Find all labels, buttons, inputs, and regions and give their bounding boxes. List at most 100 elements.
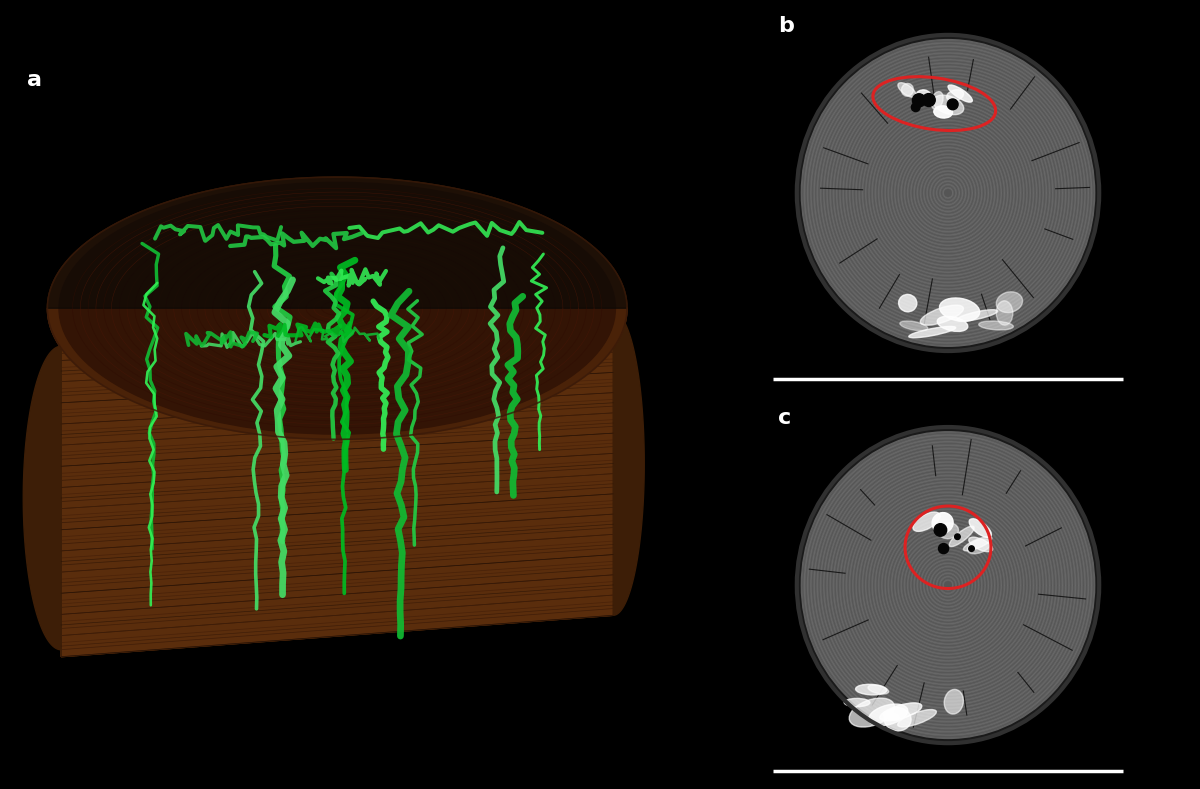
Ellipse shape [925, 169, 971, 217]
Ellipse shape [877, 510, 1019, 660]
Ellipse shape [850, 90, 1046, 296]
Ellipse shape [853, 95, 1043, 291]
Ellipse shape [936, 572, 960, 598]
Ellipse shape [868, 685, 889, 694]
Ellipse shape [932, 513, 953, 533]
Ellipse shape [889, 524, 1007, 646]
Ellipse shape [816, 447, 1080, 723]
Ellipse shape [872, 507, 1024, 664]
Ellipse shape [804, 42, 1092, 344]
Ellipse shape [914, 550, 982, 620]
Ellipse shape [934, 178, 962, 208]
Ellipse shape [204, 248, 470, 368]
Ellipse shape [902, 144, 994, 241]
Polygon shape [61, 312, 613, 656]
Ellipse shape [964, 537, 992, 551]
Circle shape [955, 534, 960, 540]
Ellipse shape [226, 258, 449, 358]
Text: c: c [779, 408, 792, 428]
Ellipse shape [929, 566, 967, 605]
Ellipse shape [872, 114, 1024, 272]
Ellipse shape [936, 180, 960, 206]
Ellipse shape [812, 50, 1084, 335]
Ellipse shape [923, 559, 973, 611]
Ellipse shape [856, 488, 1040, 682]
Ellipse shape [880, 703, 922, 721]
Ellipse shape [845, 478, 1051, 693]
Ellipse shape [901, 84, 913, 96]
Ellipse shape [293, 288, 382, 328]
Ellipse shape [856, 96, 1040, 290]
Polygon shape [48, 178, 626, 308]
Ellipse shape [940, 184, 956, 202]
Ellipse shape [883, 125, 1013, 261]
Ellipse shape [942, 186, 954, 200]
Ellipse shape [828, 460, 1068, 710]
Ellipse shape [928, 171, 968, 215]
Ellipse shape [904, 147, 992, 239]
Ellipse shape [887, 129, 1009, 256]
Ellipse shape [875, 116, 1021, 270]
Ellipse shape [844, 84, 1052, 302]
Ellipse shape [883, 517, 1013, 653]
Ellipse shape [883, 712, 900, 720]
Ellipse shape [881, 123, 1015, 263]
Circle shape [944, 190, 952, 196]
Circle shape [968, 546, 974, 552]
Circle shape [934, 524, 947, 537]
Ellipse shape [996, 292, 1022, 312]
Ellipse shape [864, 106, 1032, 281]
Ellipse shape [917, 160, 979, 226]
Ellipse shape [946, 191, 950, 195]
Ellipse shape [808, 47, 1088, 340]
Ellipse shape [886, 127, 1010, 259]
Polygon shape [48, 178, 626, 439]
Ellipse shape [949, 526, 974, 547]
Ellipse shape [925, 561, 971, 609]
Ellipse shape [940, 576, 956, 594]
Ellipse shape [805, 44, 1091, 342]
Ellipse shape [810, 48, 1086, 338]
Ellipse shape [847, 88, 1049, 298]
Polygon shape [23, 339, 61, 656]
Ellipse shape [920, 305, 964, 325]
Ellipse shape [908, 544, 988, 626]
Ellipse shape [894, 136, 1002, 250]
Ellipse shape [911, 154, 985, 233]
Ellipse shape [314, 298, 360, 318]
Ellipse shape [996, 301, 1013, 325]
Ellipse shape [818, 449, 1078, 721]
Ellipse shape [802, 39, 1094, 346]
Ellipse shape [845, 86, 1051, 301]
Ellipse shape [844, 698, 870, 707]
Ellipse shape [864, 498, 1032, 673]
Ellipse shape [898, 709, 936, 727]
Ellipse shape [181, 237, 493, 379]
Ellipse shape [906, 149, 990, 237]
Ellipse shape [828, 68, 1068, 318]
Ellipse shape [858, 99, 1038, 287]
Ellipse shape [920, 164, 976, 222]
Ellipse shape [866, 107, 1030, 279]
Text: a: a [26, 70, 42, 90]
Ellipse shape [115, 208, 559, 409]
Ellipse shape [841, 473, 1055, 697]
Ellipse shape [852, 484, 1044, 686]
Ellipse shape [900, 143, 996, 243]
Ellipse shape [304, 294, 371, 323]
Ellipse shape [886, 519, 1010, 651]
Ellipse shape [802, 432, 1094, 739]
Ellipse shape [248, 268, 426, 349]
Ellipse shape [884, 708, 911, 731]
Ellipse shape [833, 465, 1063, 705]
Ellipse shape [856, 684, 887, 695]
Ellipse shape [934, 106, 953, 118]
Ellipse shape [70, 188, 605, 429]
Ellipse shape [908, 327, 955, 338]
Ellipse shape [906, 541, 990, 629]
Ellipse shape [814, 53, 1082, 333]
Ellipse shape [820, 59, 1076, 327]
Ellipse shape [850, 482, 1046, 688]
Ellipse shape [947, 90, 964, 101]
Ellipse shape [810, 440, 1086, 730]
